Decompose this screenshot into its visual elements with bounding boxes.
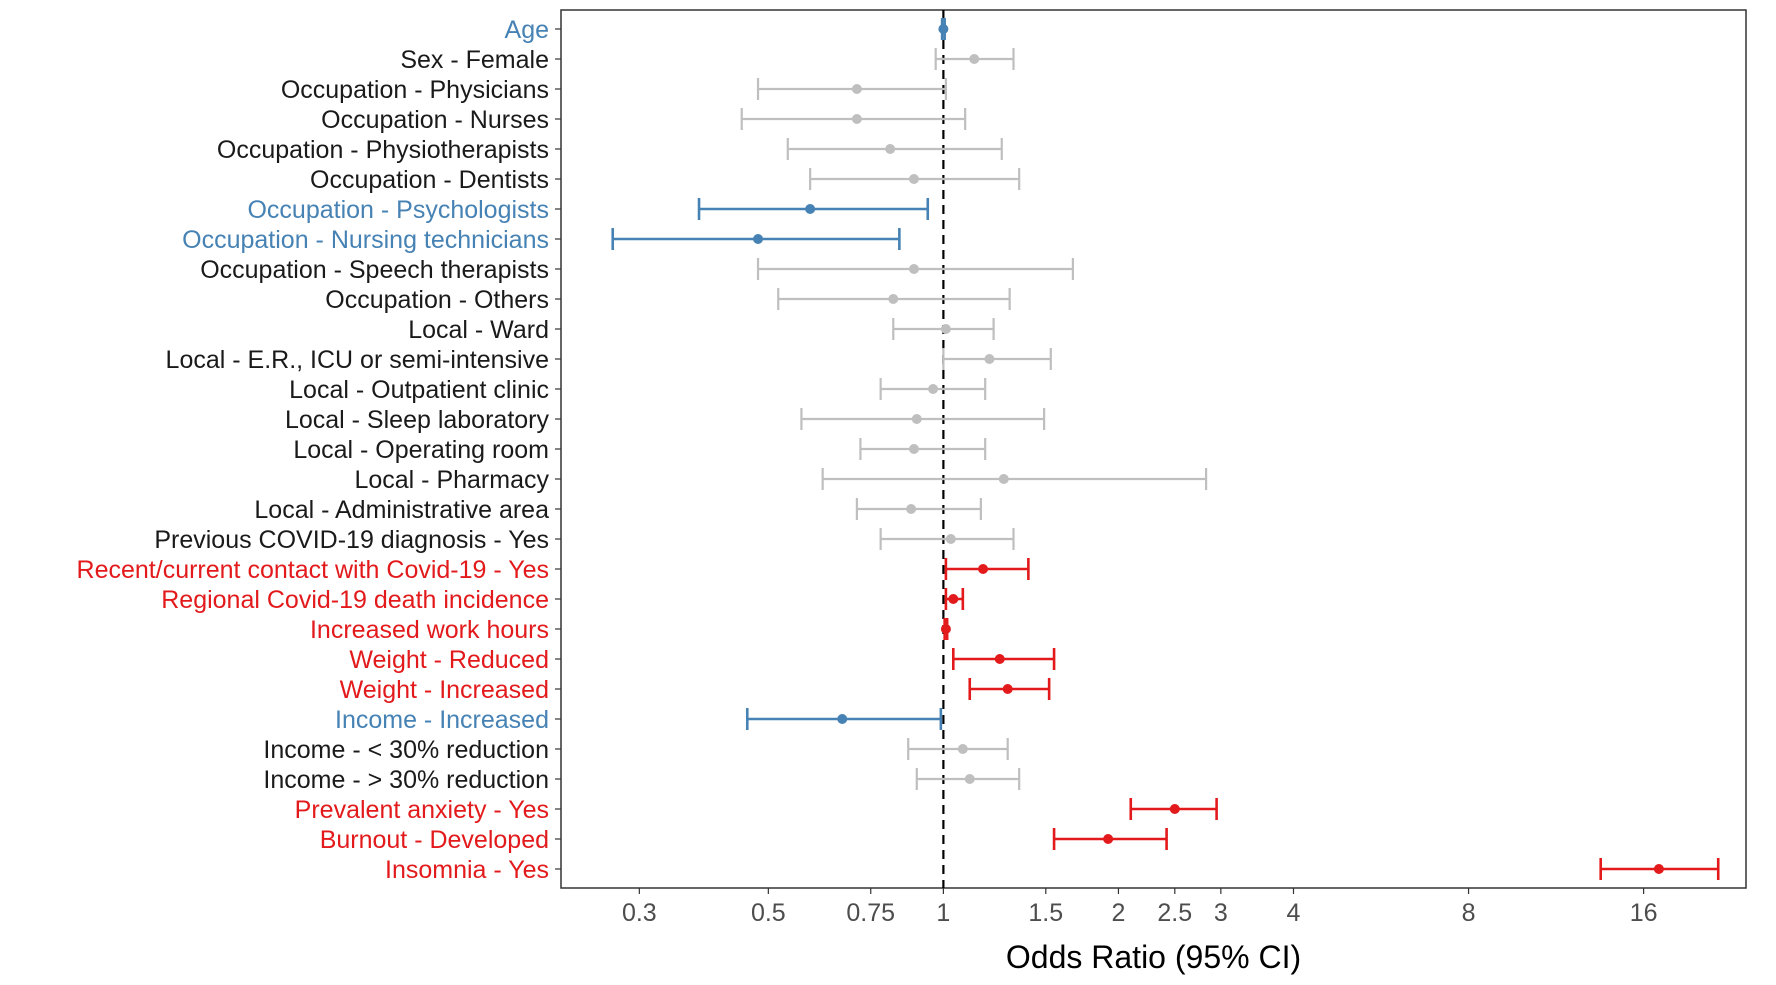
x-tick-label: 1.5 [1028,899,1063,927]
point-estimate [851,84,862,94]
point-estimate [1103,834,1114,844]
x-tick-label: 0.75 [846,899,895,927]
point-estimate [940,624,951,634]
point-estimate [928,384,939,394]
row-label: Income - < 30% reduction [263,736,549,764]
point-estimate [1002,684,1013,694]
point-estimate [938,24,949,34]
point-estimate [805,204,816,214]
point-estimate [964,774,975,784]
row-label: Sex - Female [400,46,549,74]
x-tick-label: 2 [1111,899,1125,927]
row-label: Local - Sleep laboratory [285,406,550,434]
row-label: Age [505,16,549,44]
x-tick-label: 0.5 [751,899,786,927]
row-label: Weight - Increased [340,676,549,704]
point-estimate [908,264,919,274]
row-label: Insomnia - Yes [385,856,549,884]
row-label: Local - Pharmacy [354,466,549,494]
row-label: Local - E.R., ICU or semi-intensive [166,346,549,374]
row-label: Occupation - Psychologists [247,196,549,224]
row-label: Income - Increased [335,706,549,734]
point-estimate [753,234,764,244]
row-label: Regional Covid-19 death incidence [161,586,549,614]
x-axis-title: Odds Ratio (95% CI) [1006,939,1301,975]
point-estimate [940,324,951,334]
row-label: Occupation - Speech therapists [200,256,549,284]
row-label: Recent/current contact with Covid-19 - Y… [77,556,549,584]
point-estimate [948,594,959,604]
row-label: Local - Ward [408,316,549,344]
row-label: Prevalent anxiety - Yes [295,796,549,824]
row-label: Occupation - Dentists [310,166,549,194]
row-label: Local - Administrative area [254,496,549,524]
point-estimate [885,144,896,154]
point-estimate [1169,804,1180,814]
plot-panel-border [560,9,1747,889]
row-label: Occupation - Others [325,286,549,314]
point-estimate [945,534,956,544]
row-label: Income - > 30% reduction [263,766,549,794]
point-estimate [888,294,899,304]
x-tick-label: 2.5 [1157,899,1192,927]
point-estimate [957,744,968,754]
point-estimate [908,444,919,454]
point-estimate [906,504,917,514]
x-tick-label: 3 [1214,899,1228,927]
x-tick-label: 0.3 [622,899,657,927]
point-estimate [837,714,848,724]
point-estimate [1653,864,1664,874]
x-tick-label: 1 [936,899,950,927]
row-label: Burnout - Developed [320,826,549,854]
point-estimate [911,414,922,424]
point-estimate [984,354,995,364]
row-label: Previous COVID-19 diagnosis - Yes [154,526,549,554]
point-estimate [998,474,1009,484]
point-estimate [851,114,862,124]
row-label: Local - Operating room [293,436,549,464]
point-estimate [978,564,989,574]
row-label: Occupation - Physiotherapists [217,136,549,164]
row-label: Increased work hours [310,616,549,644]
point-estimate [908,174,919,184]
row-label: Occupation - Physicians [281,76,549,104]
point-estimate [969,54,980,64]
x-tick-label: 8 [1462,899,1476,927]
row-label: Local - Outpatient clinic [289,376,549,404]
row-label: Occupation - Nurses [321,106,549,134]
x-tick-label: 16 [1630,899,1658,927]
row-label: Weight - Reduced [349,646,549,674]
x-tick-label: 4 [1287,899,1301,927]
row-label: Occupation - Nursing technicians [182,226,549,254]
point-estimate [994,654,1005,664]
